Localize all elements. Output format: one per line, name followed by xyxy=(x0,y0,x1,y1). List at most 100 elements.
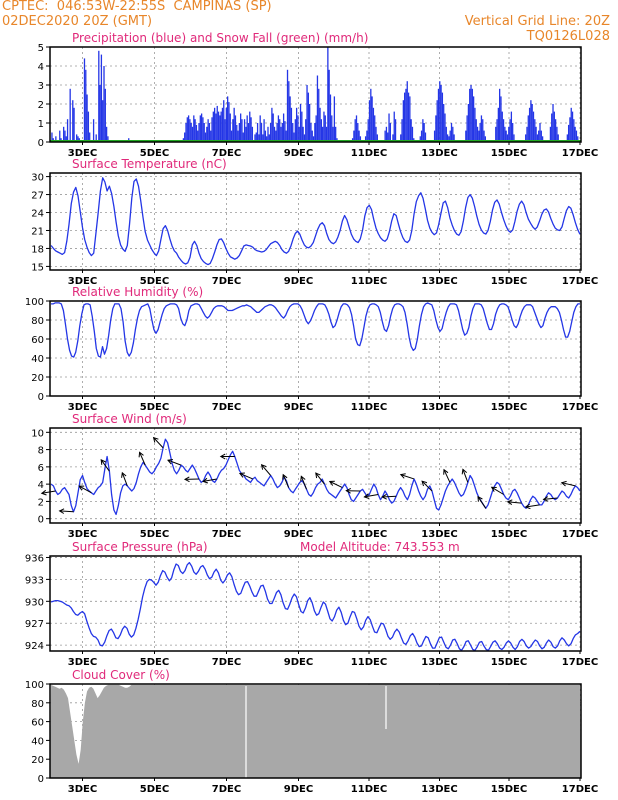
x-tick-label: 3DEC xyxy=(68,402,97,413)
header-grid-note: Vertical Grid Line: 20Z xyxy=(464,14,610,29)
precipitation-bar xyxy=(436,100,438,142)
x-tick-label: 3DEC xyxy=(68,276,97,287)
x-tick-label: 13DEC xyxy=(421,148,457,159)
precipitation-bar xyxy=(571,111,574,142)
precipitation-bar xyxy=(298,126,300,142)
precipitation-bar xyxy=(73,107,75,142)
precipitation-bar xyxy=(411,126,414,142)
panel-title: Cloud Cover (%) xyxy=(72,668,170,682)
wind-arrow xyxy=(261,464,272,476)
precipitation-bar xyxy=(323,111,325,142)
precipitation-bar xyxy=(316,75,319,142)
precipitation-bar xyxy=(280,126,282,142)
wind-arrow-head xyxy=(138,451,144,458)
precipitation-bar xyxy=(194,119,196,142)
wind-arrow xyxy=(364,494,379,498)
precipitation-bar xyxy=(189,119,191,142)
x-tick-label: 9DEC xyxy=(284,402,313,413)
precipitation-bar xyxy=(307,92,309,142)
precipitation-bar xyxy=(204,132,207,142)
precipitation-bar xyxy=(482,119,484,142)
y-tick-label: 15 xyxy=(31,262,44,273)
precipitation-bar xyxy=(220,111,222,142)
cloud-cover-area xyxy=(50,684,581,778)
precipitation-bar xyxy=(535,126,537,142)
y-tick-label: 60 xyxy=(31,718,44,729)
precipitation-bar xyxy=(275,130,277,142)
precipitation-bar xyxy=(258,134,260,142)
precipitation-bar xyxy=(69,88,71,142)
precipitation-bar xyxy=(331,115,333,142)
precipitation-bar xyxy=(187,115,190,142)
precipitation-bar xyxy=(238,123,241,142)
x-tick-label: 17DEC xyxy=(562,529,598,540)
wind-arrow-head xyxy=(345,487,352,494)
precipitation-bar xyxy=(259,115,261,142)
x-tick-label: 9DEC xyxy=(284,529,313,540)
precipitation-bar xyxy=(384,130,386,142)
panel-title: Surface Pressure (hPa) xyxy=(72,540,208,554)
precipitation-bar xyxy=(440,85,442,142)
precipitation-bar xyxy=(92,119,95,142)
precipitation-bar xyxy=(322,126,324,142)
y-tick-label: 80 xyxy=(31,316,44,327)
precipitation-bar xyxy=(63,126,65,142)
precipitation-bar xyxy=(240,113,242,142)
precipitation-bar xyxy=(217,111,220,142)
precipitation-bar xyxy=(394,119,397,142)
precipitation-bar xyxy=(393,111,395,142)
wind-arrow-head xyxy=(477,495,483,502)
precipitation-bar xyxy=(59,130,61,142)
precipitation-bar xyxy=(541,136,544,142)
precipitation-bar xyxy=(210,130,212,142)
precipitation-bar xyxy=(184,132,186,142)
precipitation-bar xyxy=(531,104,533,142)
y-tick-label: 8 xyxy=(38,446,44,457)
precipitation-bar xyxy=(263,119,265,142)
precipitation-bar xyxy=(557,134,559,142)
precipitation-bar xyxy=(311,130,313,142)
precipitation-bar xyxy=(269,123,272,142)
precipitation-bar xyxy=(446,134,449,142)
precipitation-bar xyxy=(375,126,377,142)
precipitation-bar xyxy=(405,88,407,142)
panel-annotation: Model Altitude: 743.553 m xyxy=(300,540,460,554)
precipitation-bar xyxy=(324,115,326,142)
precipitation-bar xyxy=(95,134,97,142)
wind-arrow xyxy=(203,478,218,482)
precipitation-bar xyxy=(318,88,320,142)
wind-arrow-head xyxy=(183,476,190,483)
precipitation-bar xyxy=(553,111,555,142)
precipitation-bar xyxy=(64,130,66,142)
wind-arrow xyxy=(491,486,504,495)
x-tick-label: 15DEC xyxy=(491,402,527,413)
precipitation-bar xyxy=(76,134,78,142)
precipitation-bar xyxy=(289,96,291,142)
precipitation-bar xyxy=(193,115,195,142)
x-tick-label: 5DEC xyxy=(140,276,169,287)
wind-arrow-head xyxy=(202,477,209,484)
wind-arrow-head xyxy=(328,480,335,486)
panel-title: Surface Wind (m/s) xyxy=(72,412,187,426)
y-tick-label: 927 xyxy=(25,619,44,630)
y-tick-label: 40 xyxy=(31,736,44,747)
y-tick-label: 930 xyxy=(25,597,44,608)
precipitation-bar xyxy=(452,126,454,142)
x-tick-label: 11DEC xyxy=(351,276,387,287)
x-tick-label: 13DEC xyxy=(421,657,457,668)
precipitation-bar xyxy=(276,123,278,142)
x-tick-label: 15DEC xyxy=(491,529,527,540)
wind-arrow xyxy=(462,469,469,483)
precipitation-bar xyxy=(496,119,498,142)
wind-arrow xyxy=(78,485,92,494)
precipitation-bar xyxy=(319,107,321,142)
precipitation-bar xyxy=(501,111,503,142)
precipitation-bar xyxy=(55,136,57,142)
precipitation-bar xyxy=(433,130,436,142)
precipitation-bar xyxy=(444,113,446,142)
precipitation-bar xyxy=(424,132,427,142)
precipitation-bar xyxy=(538,130,540,142)
x-tick-label: 11DEC xyxy=(351,657,387,668)
precipitation-bar xyxy=(556,126,558,142)
